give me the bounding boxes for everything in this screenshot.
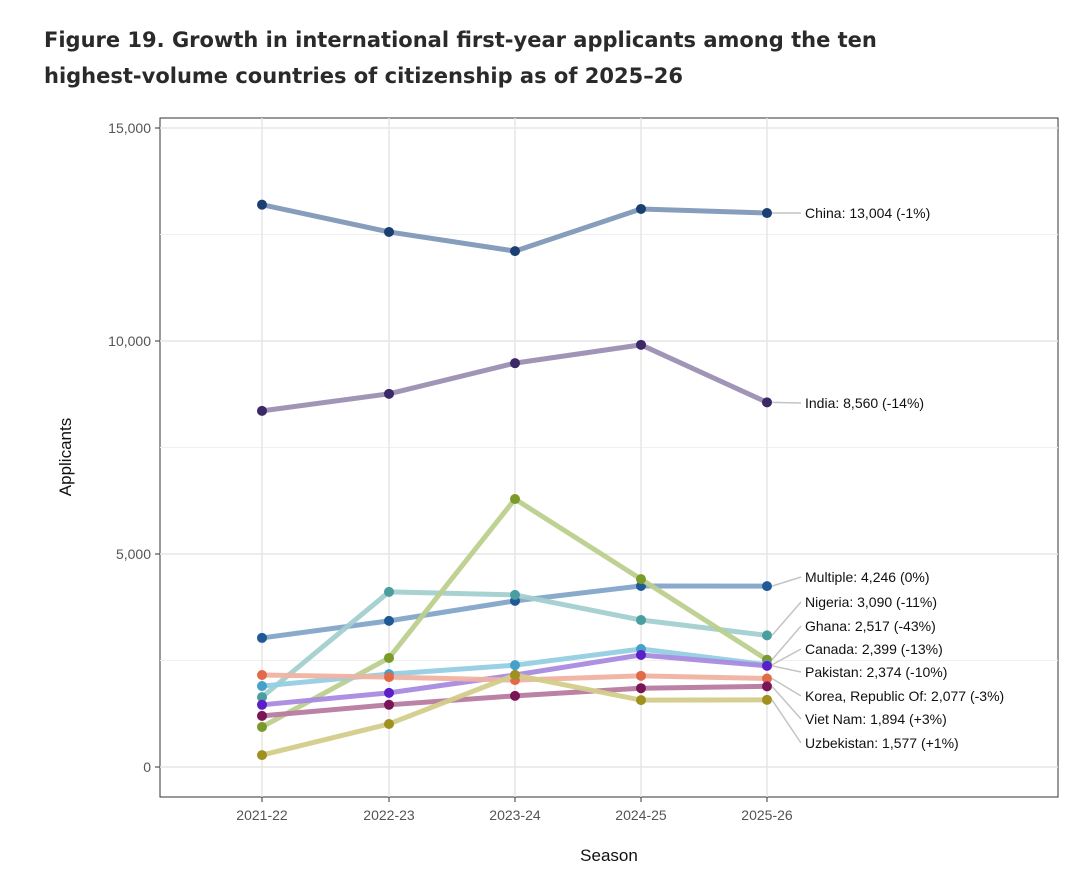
data-point (510, 358, 520, 369)
series-end-label: Multiple: 4,246 (0%) (805, 569, 930, 585)
data-point (257, 699, 267, 710)
data-point (636, 649, 646, 660)
data-point (384, 672, 394, 683)
x-tick-label: 2025-26 (741, 807, 793, 823)
x-tick-label: 2023-24 (489, 807, 541, 823)
data-point (257, 669, 267, 680)
chart-title: Figure 19. Growth in international first… (44, 22, 944, 94)
data-point (510, 660, 520, 671)
label-leader-line (771, 665, 802, 673)
label-leader-line (771, 601, 802, 636)
data-point (762, 673, 772, 684)
data-point (762, 660, 772, 671)
series-china (257, 199, 772, 257)
data-point (636, 695, 646, 706)
data-point (762, 397, 772, 408)
series-end-label: Uzbekistan: 1,577 (+1%) (805, 735, 959, 751)
series-end-label: Ghana: 2,517 (-43%) (805, 618, 936, 634)
x-axis-title: Season (580, 846, 638, 865)
data-point (257, 632, 267, 643)
data-point (257, 405, 267, 416)
data-point (636, 574, 646, 585)
series-end-label: China: 13,004 (-1%) (805, 205, 930, 221)
series-korea-republic-of (257, 669, 772, 686)
series-nigeria (257, 586, 772, 703)
data-point (636, 670, 646, 681)
data-point (257, 721, 267, 732)
data-point (384, 718, 394, 729)
data-point (510, 246, 520, 257)
y-tick-label: 0 (143, 759, 151, 775)
data-point (384, 226, 394, 237)
data-point (762, 694, 772, 705)
series-end-label: Korea, Republic Of: 2,077 (-3%) (805, 688, 1004, 704)
title-line-1: Figure 19. Growth in international first… (44, 28, 877, 52)
y-tick-label: 10,000 (108, 333, 151, 349)
data-point (257, 710, 267, 721)
series-end-label: Viet Nam: 1,894 (+3%) (805, 711, 947, 727)
y-tick-label: 15,000 (108, 120, 151, 136)
label-leader-line (771, 677, 802, 697)
y-tick-label: 5,000 (116, 546, 151, 562)
label-leader-line (771, 648, 802, 666)
data-point (762, 581, 772, 592)
series-end-label: India: 8,560 (-14%) (805, 395, 924, 411)
data-point (510, 669, 520, 680)
data-point (510, 494, 520, 505)
data-point (636, 203, 646, 214)
series-uzbekistan (257, 669, 772, 761)
data-point (384, 615, 394, 626)
data-point (510, 589, 520, 600)
label-leader-line (771, 576, 802, 587)
data-point (257, 681, 267, 692)
data-point (636, 615, 646, 626)
series-end-label: Nigeria: 3,090 (-11%) (805, 594, 937, 610)
x-tick-label: 2022-23 (363, 807, 415, 823)
data-point (384, 586, 394, 597)
series-ghana (257, 494, 772, 732)
data-point (384, 699, 394, 710)
title-line-2: highest-volume countries of citizenship … (44, 64, 683, 88)
label-leader-line (771, 699, 802, 744)
series-end-label: Canada: 2,399 (-13%) (805, 641, 943, 657)
label-leader-line (771, 401, 802, 404)
data-point (257, 692, 267, 703)
x-tick-label: 2021-22 (236, 807, 288, 823)
data-point (636, 683, 646, 694)
x-tick-label: 2024-25 (615, 807, 667, 823)
data-point (384, 388, 394, 399)
data-point (636, 339, 646, 350)
data-point (762, 208, 772, 219)
data-point (510, 690, 520, 701)
series-india (257, 339, 772, 416)
series-end-label: Pakistan: 2,374 (-10%) (805, 664, 947, 680)
series-viet-nam (257, 681, 772, 721)
data-point (257, 750, 267, 761)
label-leader-line (771, 685, 802, 720)
data-point (762, 681, 772, 692)
data-point (762, 630, 772, 641)
y-axis-title: Applicants (56, 418, 75, 496)
data-point (257, 199, 267, 210)
data-point (384, 652, 394, 663)
label-leader-line (771, 625, 802, 661)
data-point (384, 687, 394, 698)
